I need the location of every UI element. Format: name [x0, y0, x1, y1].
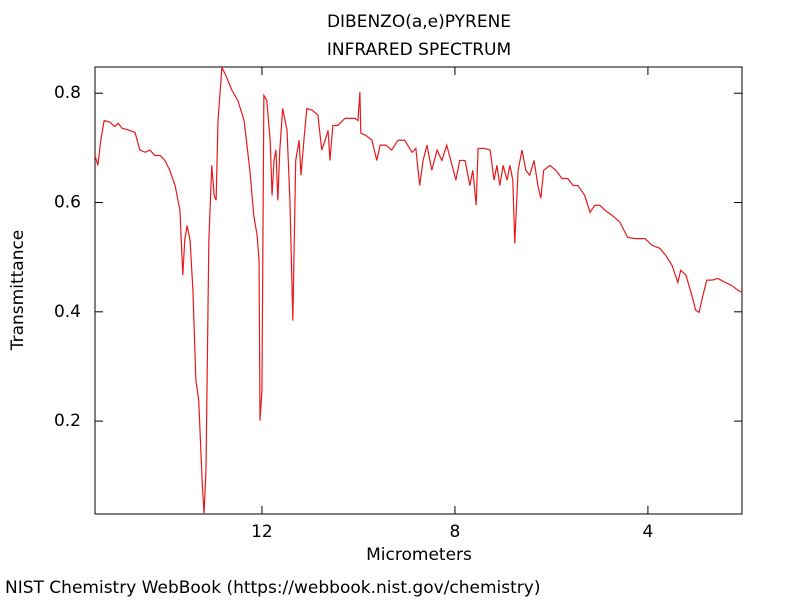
y-axis-label: Transmittance: [8, 230, 28, 352]
y-tick-label: 0.6: [54, 193, 81, 213]
chart-subtitle: INFRARED SPECTRUM: [327, 40, 511, 60]
x-tick-label: 8: [450, 522, 461, 542]
y-tick-label: 0.8: [54, 83, 81, 103]
plot-frame: [94, 66, 743, 515]
x-tick-label: 12: [251, 522, 273, 542]
y-tick-label: 0.2: [54, 411, 81, 431]
spectrum-line: [94, 65, 743, 515]
x-tick-label: 4: [643, 522, 654, 542]
x-axis-label: Micrometers: [366, 545, 472, 565]
source-note: NIST Chemistry WebBook (https://webbook.…: [5, 578, 540, 598]
chart-title: DIBENZO(a,e)PYRENE: [327, 12, 511, 32]
y-tick-label: 0.4: [54, 302, 81, 322]
